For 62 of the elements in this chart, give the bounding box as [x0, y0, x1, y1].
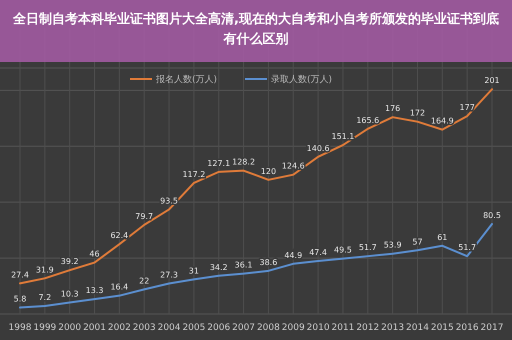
data-label: 38.6	[260, 258, 278, 267]
data-label: 79.7	[135, 212, 154, 221]
data-label: 128.2	[232, 158, 256, 167]
data-label: 22	[139, 276, 150, 286]
data-label: 16.4	[110, 282, 128, 292]
data-label: 61	[437, 232, 448, 242]
x-tick-label: 2014	[406, 323, 430, 333]
x-tick-label: 2000	[58, 323, 82, 333]
x-tick-label: 2001	[83, 323, 106, 333]
data-label: 46	[89, 250, 100, 259]
data-label: 62.4	[110, 231, 128, 240]
data-label: 172	[410, 108, 426, 118]
data-label: 127.1	[207, 158, 230, 168]
x-tick-label: 2013	[381, 323, 404, 333]
data-label: 13.3	[86, 286, 104, 296]
x-tick-label: 2016	[456, 323, 479, 333]
x-tick-label: 2006	[207, 323, 230, 333]
data-label: 117.2	[182, 170, 206, 179]
x-tick-label: 1999	[33, 323, 57, 333]
x-tick-label: 2009	[282, 323, 305, 333]
x-tick-label: 2011	[331, 323, 354, 333]
legend-label: 录取人数(万人)	[271, 74, 332, 85]
x-tick-label: 2003	[132, 323, 156, 333]
data-label: 165.6	[356, 116, 380, 125]
data-label: 27.4	[11, 270, 29, 280]
data-label: 5.8	[14, 294, 26, 304]
x-tick-label: 2002	[108, 323, 131, 333]
data-label: 120	[260, 166, 276, 176]
legend-label: 报名人数(万人)	[155, 74, 218, 85]
data-label: 57	[412, 237, 423, 246]
data-label: 49.5	[334, 246, 352, 255]
x-tick-label: 2004	[158, 323, 181, 333]
data-label: 44.9	[284, 250, 302, 260]
data-label: 140.6	[306, 144, 330, 153]
x-tick-label: 2010	[306, 323, 330, 333]
data-label: 36.1	[234, 260, 252, 270]
data-label: 176	[384, 104, 400, 114]
data-label: 201	[484, 76, 500, 86]
x-tick-label: 1998	[8, 323, 32, 333]
data-label: 10.3	[60, 289, 79, 298]
data-label: 31	[188, 266, 199, 276]
data-label: 31.9	[36, 265, 54, 274]
x-tick-label: 2017	[480, 323, 504, 333]
x-tick-label: 2007	[232, 323, 256, 333]
data-label: 151.1	[331, 132, 354, 142]
chart-title: 全日制自考本科毕业证书图片大全高清,现在的大自考和小自考所颁发的毕业证书到底有什么区别	[0, 0, 512, 62]
data-label: 51.7	[358, 243, 377, 252]
x-tick-label: 2012	[356, 323, 380, 333]
data-label: 53.9	[384, 240, 402, 250]
x-tick-label: 2005	[182, 323, 206, 333]
x-tick-label: 2015	[430, 323, 454, 333]
data-label: 27.3	[160, 270, 178, 280]
data-label: 93.5	[160, 196, 178, 206]
x-tick-label: 2008	[256, 323, 280, 333]
data-label: 80.5	[483, 210, 501, 220]
data-label: 124.6	[282, 162, 305, 171]
data-label: 177	[460, 103, 475, 112]
data-label: 47.4	[309, 248, 328, 257]
data-label: 39.2	[60, 257, 79, 266]
data-label: 34.2	[210, 262, 228, 272]
data-label: 7.2	[38, 292, 52, 302]
data-label: 164.9	[430, 116, 454, 126]
